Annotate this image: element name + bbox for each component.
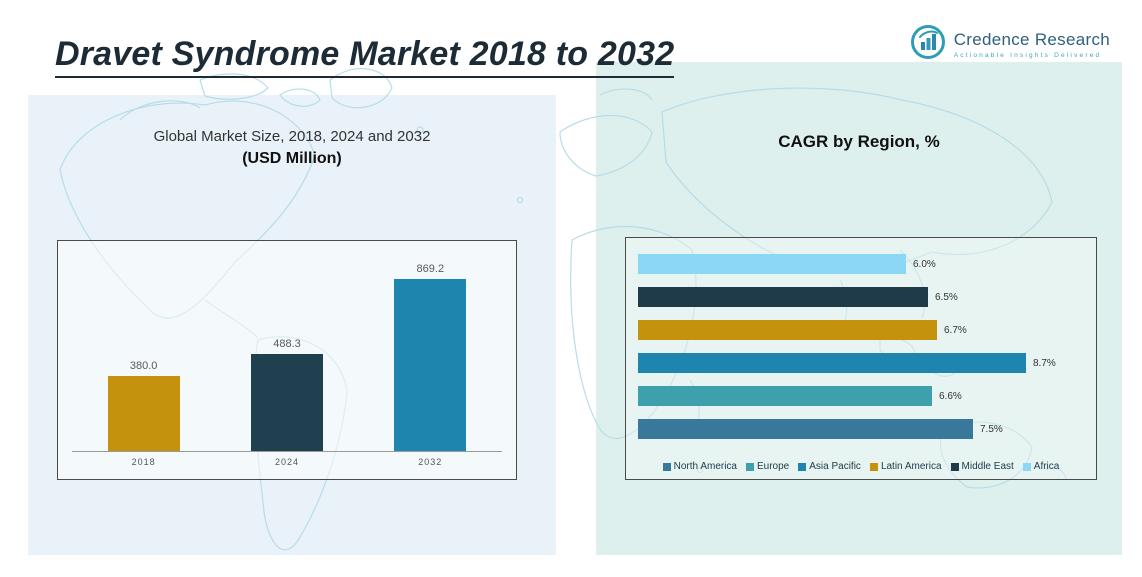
bar-value-label-2032: 869.2: [416, 263, 445, 275]
legend-item-europe: Europe: [746, 461, 789, 472]
credence-research-logo: Credence Research Actionable Insights De…: [910, 24, 1110, 65]
cagr-row-latin-america: 6.7%: [638, 320, 1088, 340]
cagr-value-label-north-america: 7.5%: [980, 423, 1003, 435]
cagr-bar-asia-pacific: [638, 353, 1026, 373]
legend-item-asia-pacific: Asia Pacific: [798, 461, 861, 472]
cagr-value-label-europe: 6.6%: [939, 390, 962, 402]
cagr-bar-middle-east: [638, 287, 928, 307]
market-size-plot-area: 380.0 488.3 869.2: [72, 251, 502, 452]
bar-group-2018: 380.0: [72, 360, 215, 451]
cagr-plot-area: 6.0% 6.5% 6.7% 8.7% 6.6% 7.5%: [638, 254, 1088, 439]
legend-swatch-latin-america: [869, 462, 878, 471]
legend-label-europe: Europe: [757, 461, 790, 472]
cagr-value-label-africa: 6.0%: [913, 258, 936, 270]
bar-value-label-2024: 488.3: [273, 338, 301, 350]
logo-name: Credence Research: [953, 30, 1110, 49]
legend-swatch-north-america: [662, 462, 671, 471]
cagr-value-label-middle-east: 6.5%: [935, 291, 958, 303]
bar-2024: [250, 354, 323, 451]
market-size-x-axis: 2018 2024 2032: [72, 452, 502, 467]
legend-label-north-america: North America: [673, 461, 737, 472]
bar-group-2032: 869.2: [359, 263, 502, 451]
legend-swatch-europe: [746, 462, 754, 471]
cagr-row-africa: 6.0%: [638, 254, 1088, 274]
cagr-row-europe: 6.6%: [638, 386, 1088, 406]
legend-label-latin-america: Latin America: [880, 461, 942, 472]
market-size-chart-title: Global Market Size, 2018, 2024 and 2032: [153, 128, 431, 145]
cagr-chart-title: CAGR by Region, %: [778, 132, 940, 151]
x-axis-label-2018: 2018: [131, 457, 156, 467]
legend-swatch-asia-pacific: [798, 462, 807, 471]
market-size-chart: 380.0 488.3 869.2 2018 2024 2032: [57, 240, 517, 480]
legend-swatch-africa: [1022, 462, 1031, 471]
x-axis-label-2024: 2024: [274, 457, 299, 467]
legend-item-africa: Africa: [1022, 461, 1060, 472]
cagr-bar-north-america: [638, 419, 973, 439]
credence-logo-icon: [910, 24, 946, 65]
cagr-bar-latin-america: [638, 320, 937, 340]
cagr-value-label-latin-america: 6.7%: [944, 324, 967, 336]
legend-label-asia-pacific: Asia Pacific: [809, 461, 861, 472]
bar-2032: [394, 279, 467, 451]
legend-swatch-middle-east: [950, 462, 959, 471]
bar-value-label-2018: 380.0: [129, 360, 158, 372]
legend-item-latin-america: Latin America: [869, 461, 942, 472]
cagr-row-asia-pacific: 8.7%: [638, 353, 1088, 373]
bar-group-2024: 488.3: [215, 338, 358, 451]
x-axis-label-2032: 2032: [418, 457, 443, 467]
market-size-chart-subtitle: (USD Million): [242, 150, 342, 167]
logo-tagline: Actionable Insights Delivered: [953, 52, 1102, 59]
legend-item-north-america: North America: [662, 461, 737, 472]
cagr-legend: North America Europe Asia Pacific Latin Ame…: [626, 461, 1096, 472]
cagr-chart: 6.0% 6.5% 6.7% 8.7% 6.6% 7.5% North America Eu…: [625, 237, 1097, 480]
cagr-row-north-america: 7.5%: [638, 419, 1088, 439]
logo-text: Credence Research Actionable Insights De…: [954, 30, 1110, 59]
cagr-bar-europe: [638, 386, 932, 406]
legend-item-middle-east: Middle East: [950, 461, 1014, 472]
legend-label-africa: Africa: [1033, 461, 1060, 472]
cagr-row-middle-east: 6.5%: [638, 287, 1088, 307]
legend-label-middle-east: Middle East: [961, 461, 1014, 472]
bar-2018: [107, 376, 180, 451]
page-title: Dravet Syndrome Market 2018 to 2032: [55, 35, 675, 78]
cagr-bar-africa: [638, 254, 906, 274]
cagr-value-label-asia-pacific: 8.7%: [1033, 357, 1056, 369]
